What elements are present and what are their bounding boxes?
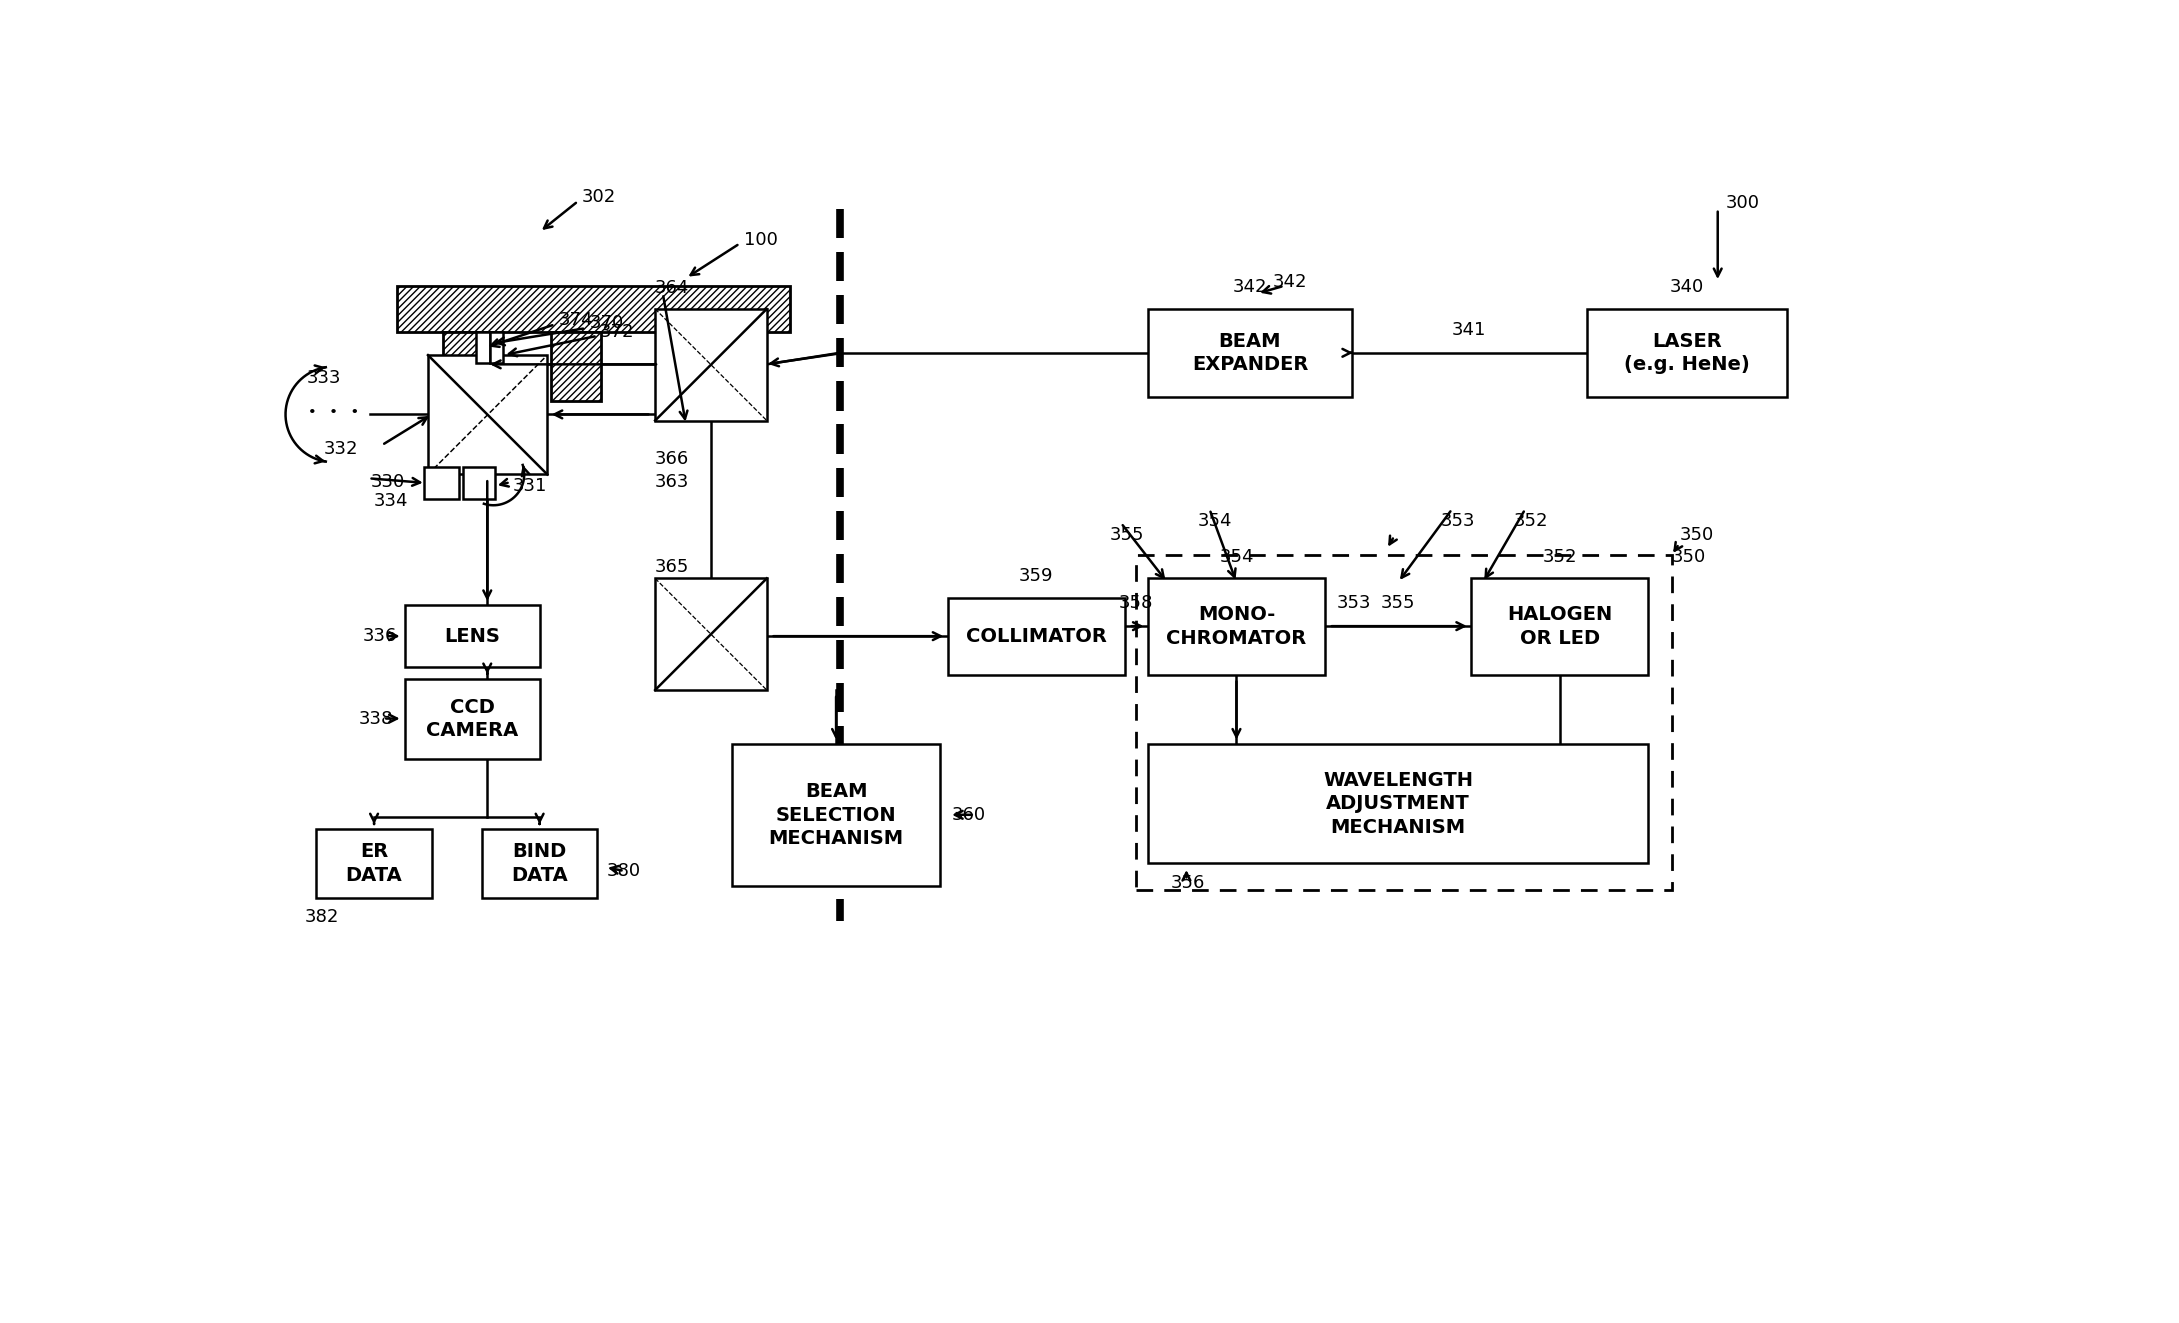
Bar bbox=[425, 467, 460, 499]
Text: 359: 359 bbox=[1020, 568, 1052, 585]
Bar bbox=[405, 606, 540, 667]
Text: 374: 374 bbox=[558, 311, 593, 329]
Text: 341: 341 bbox=[1451, 320, 1486, 339]
Text: 333: 333 bbox=[307, 369, 342, 388]
Text: 302: 302 bbox=[582, 188, 617, 206]
Text: COLLIMATOR: COLLIMATOR bbox=[965, 627, 1107, 646]
Text: BEAM
SELECTION
MECHANISM: BEAM SELECTION MECHANISM bbox=[769, 782, 904, 848]
Text: 382: 382 bbox=[305, 908, 340, 926]
Text: 330: 330 bbox=[370, 474, 405, 491]
Text: 358: 358 bbox=[1120, 594, 1153, 613]
Bar bbox=[948, 598, 1124, 675]
Bar bbox=[1148, 578, 1325, 675]
Bar bbox=[405, 679, 540, 759]
Text: 352: 352 bbox=[1514, 512, 1547, 529]
Bar bbox=[656, 308, 767, 421]
Text: 380: 380 bbox=[606, 863, 641, 880]
Text: 338: 338 bbox=[360, 709, 392, 728]
Text: 356: 356 bbox=[1170, 873, 1205, 892]
Bar bbox=[1137, 556, 1671, 890]
Text: 363: 363 bbox=[656, 474, 689, 491]
Text: 364: 364 bbox=[656, 279, 689, 298]
Bar bbox=[442, 332, 492, 401]
Bar bbox=[316, 828, 431, 898]
Bar bbox=[397, 286, 789, 332]
Bar bbox=[462, 467, 495, 499]
Text: WAVELENGTH
ADJUSTMENT
MECHANISM: WAVELENGTH ADJUSTMENT MECHANISM bbox=[1323, 770, 1473, 836]
Text: 355: 355 bbox=[1109, 525, 1144, 544]
Bar bbox=[1471, 578, 1650, 675]
Bar bbox=[1586, 308, 1787, 397]
Text: BEAM
EXPANDER: BEAM EXPANDER bbox=[1192, 332, 1307, 374]
Text: MONO-
CHROMATOR: MONO- CHROMATOR bbox=[1166, 606, 1307, 648]
Bar bbox=[1148, 308, 1351, 397]
Text: 332: 332 bbox=[325, 441, 360, 458]
Text: 372: 372 bbox=[599, 323, 634, 341]
Text: 336: 336 bbox=[362, 627, 397, 646]
Bar bbox=[475, 332, 490, 363]
Text: 360: 360 bbox=[952, 806, 985, 824]
Text: 340: 340 bbox=[1669, 278, 1704, 296]
Text: 300: 300 bbox=[1726, 194, 1758, 213]
Text: 353: 353 bbox=[1336, 594, 1371, 613]
Text: 354: 354 bbox=[1220, 548, 1253, 566]
Text: · · ·: · · · bbox=[307, 398, 360, 430]
Bar bbox=[427, 355, 547, 475]
Text: 352: 352 bbox=[1543, 548, 1578, 566]
Text: 100: 100 bbox=[743, 230, 778, 249]
Text: LENS: LENS bbox=[445, 627, 501, 646]
Bar bbox=[551, 332, 601, 401]
Text: 370: 370 bbox=[591, 314, 623, 332]
Text: 334: 334 bbox=[375, 492, 410, 511]
Text: 331: 331 bbox=[512, 478, 547, 495]
Text: 366: 366 bbox=[656, 450, 689, 468]
Text: BIND
DATA: BIND DATA bbox=[512, 841, 569, 885]
Text: CCD
CAMERA: CCD CAMERA bbox=[427, 697, 519, 740]
Text: 350: 350 bbox=[1671, 548, 1706, 566]
Text: 342: 342 bbox=[1233, 278, 1266, 296]
Text: 355: 355 bbox=[1381, 594, 1416, 613]
Bar bbox=[1148, 744, 1650, 864]
Text: HALOGEN
OR LED: HALOGEN OR LED bbox=[1508, 606, 1612, 648]
Text: 354: 354 bbox=[1198, 512, 1233, 529]
Bar bbox=[490, 332, 503, 363]
Text: 342: 342 bbox=[1273, 273, 1307, 291]
Text: 353: 353 bbox=[1440, 512, 1475, 529]
Text: ER
DATA: ER DATA bbox=[346, 841, 403, 885]
Text: LASER
(e.g. HeNe): LASER (e.g. HeNe) bbox=[1623, 332, 1750, 374]
Text: 365: 365 bbox=[656, 558, 689, 576]
Bar bbox=[482, 828, 597, 898]
Text: 350: 350 bbox=[1680, 525, 1713, 544]
Bar bbox=[732, 744, 939, 886]
Bar bbox=[656, 578, 767, 691]
